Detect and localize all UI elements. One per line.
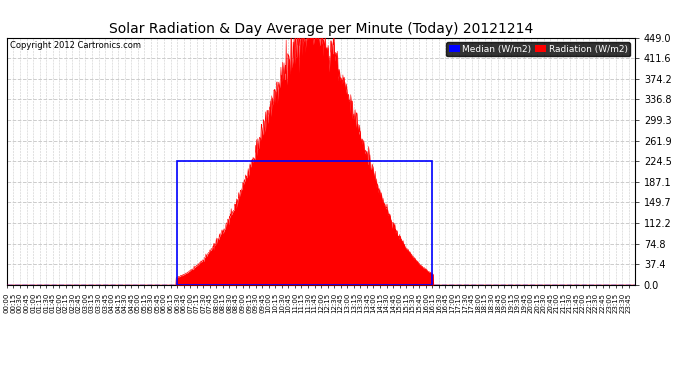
Bar <box>177 161 433 285</box>
Text: Copyright 2012 Cartronics.com: Copyright 2012 Cartronics.com <box>10 41 141 50</box>
Legend: Median (W/m2), Radiation (W/m2): Median (W/m2), Radiation (W/m2) <box>446 42 630 56</box>
Title: Solar Radiation & Day Average per Minute (Today) 20121214: Solar Radiation & Day Average per Minute… <box>109 22 533 36</box>
